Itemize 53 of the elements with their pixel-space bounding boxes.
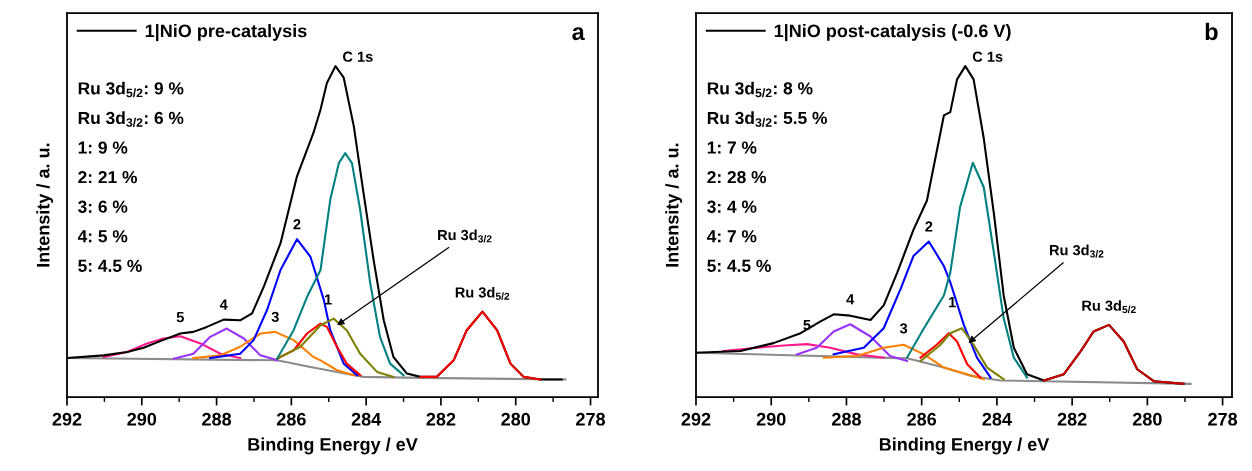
annotation: 4: 5 %: [77, 230, 128, 243]
annotation: 1: 7 %: [707, 141, 757, 154]
annotation: 3: [271, 311, 279, 323]
annotation: 5: [176, 312, 184, 323]
x-tick-label: 284: [351, 412, 382, 426]
legend-label: 1|NiO post-catalysis (-0.6 V): [774, 24, 1011, 42]
x-tick-label: 288: [202, 412, 232, 426]
annotation: 3: [899, 323, 908, 334]
x-tick-label: 280: [1132, 412, 1162, 426]
annotation: 4: 7 %: [706, 230, 757, 243]
annotation: Ru 3d$_{5/2}$: 8 %: [707, 81, 813, 98]
annotation: 1: [949, 297, 956, 308]
x-tick-label: 278: [576, 412, 606, 426]
annotation: 2: 28 %: [707, 171, 767, 184]
annotation: 4: [219, 299, 228, 310]
x-tick-label: 290: [127, 412, 157, 426]
x-tick-label: 292: [681, 412, 711, 426]
annotation: 5: 4.5 %: [78, 259, 142, 272]
annotation: 1: 9 %: [78, 141, 128, 154]
annotation: Ru 3d$_{3/2}$: [1050, 244, 1104, 258]
x-tick-label: 282: [1057, 412, 1087, 426]
x-tick-label: 278: [1208, 412, 1238, 426]
x-tick-label: 292: [52, 412, 82, 426]
annotation: 5: 4.5 %: [707, 259, 771, 272]
annotation: 3: 6 %: [78, 200, 128, 213]
x-tick-label: 282: [426, 412, 456, 426]
annotation: Ru 3d$_{5/2}$: 9 %: [78, 81, 184, 98]
annotation: 1: [324, 294, 332, 305]
annotation: Ru 3d$_{5/2}$: [1082, 300, 1136, 314]
x-axis-title: Binding Energy / eV: [879, 437, 1050, 455]
x-tick-label: 290: [756, 412, 786, 426]
annotation: Ru 3d$_{3/2}$: 6 %: [78, 111, 184, 127]
annotation: 2: [293, 219, 301, 230]
annotation: Ru 3d$_{5/2}$: [455, 286, 510, 300]
x-tick-label: 280: [501, 412, 531, 426]
x-axis-title: Binding Energy / eV: [248, 437, 418, 455]
x-tick-label: 284: [982, 412, 1012, 426]
text: b: [1205, 22, 1218, 41]
annotation: Ru 3d$_{3/2}$: [438, 229, 492, 243]
x-tick-label: 288: [832, 412, 861, 426]
x-tick-label: 286: [276, 412, 306, 426]
annotation: 4: [846, 294, 855, 305]
x-tick-label: 286: [907, 412, 937, 426]
y-axis-title: Intensity / a. u.: [665, 143, 683, 267]
annotation: 2: 21 %: [78, 171, 137, 184]
annotation: 2: [925, 221, 933, 232]
y-axis-title: Intensity / a. u.: [36, 143, 54, 267]
text: a: [572, 27, 585, 41]
annotation: C 1s: [343, 51, 373, 62]
annotation: C 1s: [972, 51, 1003, 62]
annotation: Ru 3d$_{3/2}$: 5.5 %: [707, 111, 827, 127]
legend-label: 1|NiO pre-catalysis: [145, 24, 307, 42]
annotation: 3: 4 %: [707, 200, 757, 213]
